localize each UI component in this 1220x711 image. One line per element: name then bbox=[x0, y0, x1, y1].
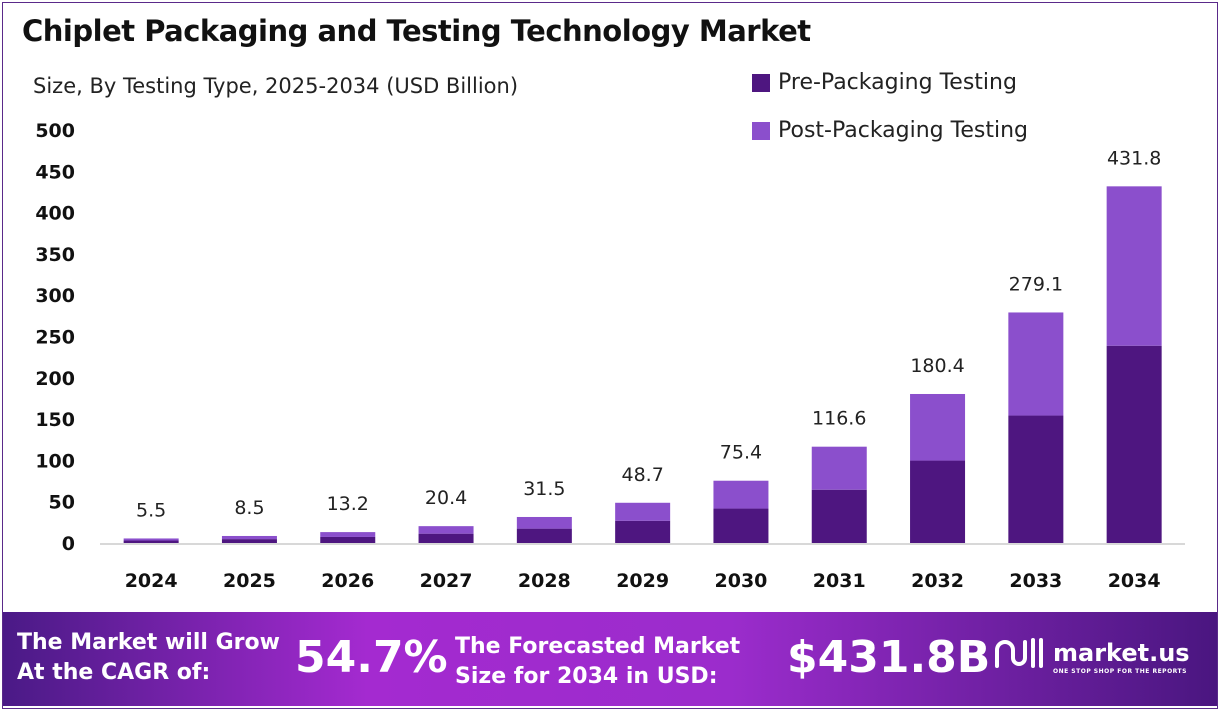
data-label: 31.5 bbox=[523, 478, 565, 500]
logo-icon bbox=[995, 638, 1043, 668]
legend-item-pre: Pre-Packaging Testing bbox=[752, 70, 1017, 95]
summary-banner: The Market will Grow At the CAGR of: 54.7… bbox=[3, 612, 1217, 706]
x-tick-label: 2033 bbox=[1009, 570, 1062, 592]
x-tick-label: 2030 bbox=[715, 570, 768, 592]
cagr-label-line1: The Market will Grow bbox=[17, 630, 280, 655]
forecast-label: The Forecasted Market Size for 2034 in US… bbox=[455, 632, 740, 692]
y-tick-label: 150 bbox=[35, 409, 75, 431]
bar-pre-2026 bbox=[320, 536, 376, 543]
bar-post-2033 bbox=[1008, 312, 1064, 416]
logo-tagline: ONE STOP SHOP FOR THE REPORTS bbox=[1053, 668, 1187, 675]
x-tick-label: 2031 bbox=[813, 570, 866, 592]
bar-post-2030 bbox=[713, 480, 769, 509]
chart-plot: 0 50 100 150 200 250 300 350 400 450 500 5.5 2024 8.5… bbox=[35, 120, 1185, 592]
data-label: 48.7 bbox=[621, 464, 663, 486]
bar-post-2025 bbox=[221, 535, 277, 540]
legend-item-post: Post-Packaging Testing bbox=[752, 118, 1028, 143]
y-tick-label: 50 bbox=[49, 492, 75, 514]
logo-text: market.us bbox=[1053, 639, 1190, 667]
forecast-label-line2: Size for 2034 in USD: bbox=[455, 664, 718, 689]
market-us-logo: market.us ONE STOP SHOP FOR THE REPORTS bbox=[993, 636, 1190, 675]
data-label: 279.1 bbox=[1009, 273, 1063, 295]
bar-pre-2031 bbox=[811, 489, 867, 543]
bar-post-2028 bbox=[516, 516, 572, 529]
x-tick-label: 2032 bbox=[911, 570, 964, 592]
legend-label-pre: Pre-Packaging Testing bbox=[778, 70, 1017, 95]
x-tick-label: 2027 bbox=[420, 570, 473, 592]
data-label: 431.8 bbox=[1107, 147, 1161, 169]
bar-pre-2028 bbox=[516, 528, 572, 543]
legend-swatch-post bbox=[752, 121, 770, 140]
y-tick-label: 250 bbox=[35, 327, 75, 349]
bar-post-2027 bbox=[418, 526, 474, 534]
x-tick-label: 2029 bbox=[616, 570, 669, 592]
data-label: 116.6 bbox=[812, 408, 866, 430]
data-label: 75.4 bbox=[720, 442, 762, 464]
cagr-value: 54.7% bbox=[295, 632, 448, 683]
bar-post-2031 bbox=[811, 446, 867, 490]
bar-pre-2033 bbox=[1008, 415, 1064, 543]
forecast-value: $431.8B bbox=[787, 632, 991, 683]
y-tick-label: 200 bbox=[35, 368, 75, 390]
data-label: 8.5 bbox=[234, 497, 264, 519]
bar-post-2034 bbox=[1106, 186, 1162, 346]
bar-pre-2032 bbox=[910, 460, 966, 543]
data-label: 180.4 bbox=[910, 355, 964, 377]
bar-pre-2025 bbox=[221, 539, 277, 543]
x-tick-label: 2026 bbox=[321, 570, 374, 592]
bar-pre-2024 bbox=[123, 540, 179, 543]
chart-subtitle: Size, By Testing Type, 2025-2034 (USD Bi… bbox=[33, 74, 519, 98]
y-tick-label: 100 bbox=[35, 450, 75, 472]
bar-post-2029 bbox=[615, 502, 671, 521]
y-tick-label: 350 bbox=[35, 244, 75, 266]
y-tick-label: 400 bbox=[35, 203, 75, 225]
bar-pre-2027 bbox=[418, 533, 474, 543]
cagr-label-line2: At the CAGR of: bbox=[17, 660, 211, 685]
data-label: 20.4 bbox=[425, 487, 467, 509]
legend-swatch-pre bbox=[752, 73, 770, 92]
x-tick-label: 2024 bbox=[125, 570, 178, 592]
bar-pre-2034 bbox=[1106, 345, 1162, 543]
y-tick-label: 450 bbox=[35, 161, 75, 183]
y-tick-label: 500 bbox=[35, 120, 75, 142]
legend-label-post: Post-Packaging Testing bbox=[778, 118, 1028, 143]
bar-pre-2030 bbox=[713, 508, 769, 543]
x-tick-label: 2025 bbox=[223, 570, 276, 592]
forecast-label-line1: The Forecasted Market bbox=[455, 634, 741, 659]
data-label: 13.2 bbox=[327, 493, 369, 515]
data-label: 5.5 bbox=[136, 499, 166, 521]
chart-title: Chiplet Packaging and Testing Technology… bbox=[22, 14, 811, 48]
bar-post-2024 bbox=[123, 538, 179, 541]
bar-post-2032 bbox=[910, 393, 966, 461]
bar-post-2026 bbox=[320, 532, 376, 537]
x-tick-label: 2034 bbox=[1108, 570, 1161, 592]
x-tick-label: 2028 bbox=[518, 570, 571, 592]
y-tick-label: 0 bbox=[62, 533, 75, 555]
cagr-label: The Market will Grow At the CAGR of: bbox=[17, 628, 280, 688]
bar-pre-2029 bbox=[615, 520, 671, 543]
y-tick-label: 300 bbox=[35, 285, 75, 307]
